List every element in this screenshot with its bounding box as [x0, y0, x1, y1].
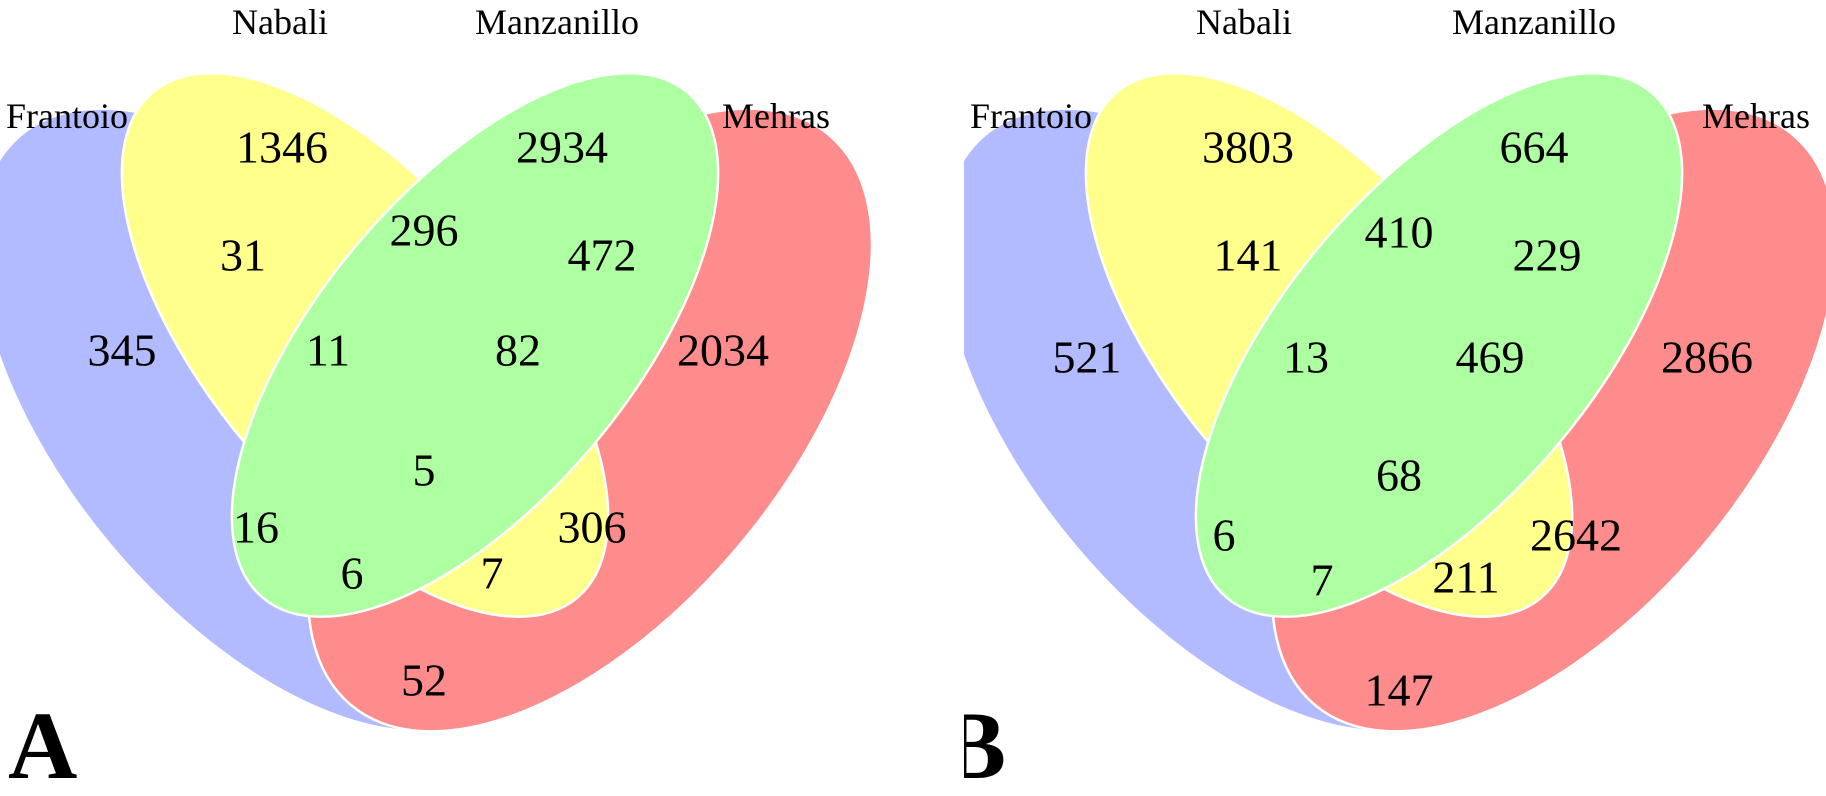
venn-panel-b: Frantoio Nabali Manzanillo Mehras 521 38… [964, 0, 1826, 796]
count-manzanillo-only: 2934 [516, 122, 608, 173]
count-frantoio-nabali-manzanillo: 13 [1283, 332, 1329, 383]
count-frantoio-mehras: 147 [1365, 665, 1434, 716]
count-frantoio-only: 345 [88, 325, 157, 376]
count-nabali-mehras: 2642 [1530, 510, 1622, 561]
manzanillo-ellipse [1194, 72, 1684, 618]
count-frantoio-nabali-manzanillo: 11 [306, 325, 350, 376]
label-frantoio: Frantoio [6, 96, 128, 136]
count-frantoio-manzanillo-mehras: 6 [341, 548, 364, 599]
count-nabali-manzanillo: 410 [1365, 207, 1434, 258]
manzanillo-ellipse [230, 72, 720, 618]
count-manzanillo-mehras: 229 [1513, 230, 1582, 281]
count-nabali-only: 3803 [1202, 122, 1294, 173]
count-all-four: 68 [1376, 450, 1422, 501]
count-frantoio-manzanillo-mehras: 7 [1311, 555, 1334, 606]
label-mehras: Mehras [1702, 96, 1810, 136]
count-mehras-only: 2866 [1661, 332, 1753, 383]
count-frantoio-only: 521 [1053, 332, 1122, 383]
label-manzanillo: Manzanillo [1452, 2, 1616, 42]
count-nabali-manzanillo: 296 [390, 205, 459, 256]
panel-letter: B [964, 692, 1006, 796]
count-manzanillo-only: 664 [1500, 122, 1569, 173]
count-nabali-manzanillo-mehras: 469 [1456, 332, 1525, 383]
count-nabali-only: 1346 [236, 122, 328, 173]
count-frantoio-nabali: 141 [1214, 230, 1283, 281]
venn-diagram-a: Frantoio Nabali Manzanillo Mehras 345 13… [0, 2, 874, 796]
count-nabali-manzanillo-mehras: 82 [495, 325, 541, 376]
panel-letter: A [8, 692, 77, 796]
label-mehras: Mehras [722, 96, 830, 136]
count-frantoio-nabali-mehras: 211 [1432, 552, 1499, 603]
label-manzanillo: Manzanillo [475, 2, 639, 42]
label-frantoio: Frantoio [970, 96, 1092, 136]
count-frantoio-nabali-mehras: 7 [481, 548, 504, 599]
label-nabali: Nabali [232, 2, 328, 42]
venn-diagram-b: Frantoio Nabali Manzanillo Mehras 521 38… [964, 2, 1826, 796]
count-nabali-mehras: 306 [558, 502, 627, 553]
venn-panel-a: Frantoio Nabali Manzanillo Mehras 345 13… [0, 2, 874, 796]
count-all-four: 5 [413, 445, 436, 496]
count-mehras-only: 2034 [677, 325, 769, 376]
label-nabali: Nabali [1196, 2, 1292, 42]
count-frantoio-manzanillo: 16 [233, 502, 279, 553]
count-manzanillo-mehras: 472 [568, 230, 637, 281]
count-frantoio-nabali: 31 [220, 230, 266, 281]
count-frantoio-manzanillo: 6 [1213, 510, 1236, 561]
count-frantoio-mehras: 52 [401, 655, 447, 706]
